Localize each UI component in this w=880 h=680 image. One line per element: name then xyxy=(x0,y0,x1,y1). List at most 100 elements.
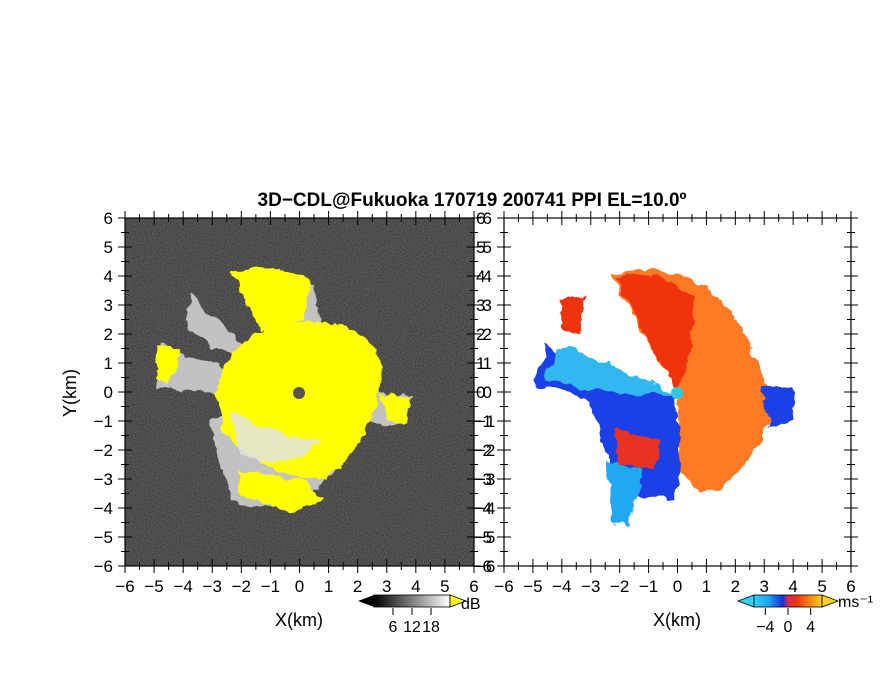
velocity-northwest-red-patch xyxy=(560,295,585,335)
y-tick-label-right: 3 xyxy=(476,296,485,315)
x-tick-label: 6 xyxy=(469,577,478,596)
x-tick-label: 6 xyxy=(846,577,855,596)
y-tick-label: 3 xyxy=(104,296,113,315)
velocity-axis-ticks xyxy=(497,211,858,573)
y-tick-label: 5 xyxy=(483,238,492,257)
y-tick-label: −6 xyxy=(94,557,113,576)
velocity-echo-field xyxy=(535,269,795,525)
y-tick-label-right: 5 xyxy=(476,238,485,257)
reflectivity-colorbar-ramp xyxy=(373,594,451,608)
echo-east-arm xyxy=(380,395,410,425)
reflectivity-colorbar-ticks: 6 12 18 xyxy=(389,608,440,636)
reflectivity-echo-field xyxy=(155,268,410,512)
y-tick-label: −5 xyxy=(94,528,113,547)
reflectivity-x-axis-label: X(km) xyxy=(275,610,323,630)
y-tick-label: −3 xyxy=(94,470,113,489)
velocity-near-zero-region xyxy=(545,345,677,395)
velocity-colorbar-over-arrow xyxy=(821,594,840,608)
reflectivity-y-tick-labels: −6 −6−5 −5−4 −4−3 −3−2 −2−1 −10 01 12 23 34 45 56 6−6… xyxy=(94,209,496,576)
x-tick-label: −1 xyxy=(639,577,658,596)
y-tick-label: 6 xyxy=(104,209,113,228)
y-tick-label-right: −6 xyxy=(476,557,495,576)
x-tick-label: −3 xyxy=(203,577,222,596)
y-tick-label: 6 xyxy=(483,209,492,228)
y-tick-label: 1 xyxy=(483,354,492,373)
chart-title: 3D−CDL@Fukuoka 170719 200741 PPI EL=10.0… xyxy=(258,190,687,211)
reflectivity-colorbar: 6 12 18 dB xyxy=(358,594,481,636)
y-tick-label: −3 xyxy=(473,470,492,489)
x-tick-label: 0 xyxy=(295,577,304,596)
x-tick-label: −2 xyxy=(232,577,251,596)
velocity-colorbar-ticks: −4 0 4 xyxy=(756,608,815,636)
reflectivity-colorbar-unit: dB xyxy=(461,596,481,613)
y-tick-label-right: 6 xyxy=(476,209,485,228)
y-tick-label-right: −3 xyxy=(476,470,495,489)
velocity-positive-east-lobe xyxy=(760,385,795,428)
y-tick-label: −1 xyxy=(473,412,492,431)
x-tick-label: 3 xyxy=(760,577,769,596)
y-tick-label: 2 xyxy=(104,325,113,344)
x-tick-label: −6 xyxy=(494,577,513,596)
colorbar-tick-label: −4 xyxy=(756,619,774,636)
y-tick-label: −2 xyxy=(94,441,113,460)
x-tick-label: 2 xyxy=(731,577,740,596)
reflectivity-y-axis-label: Y(km) xyxy=(60,369,80,417)
y-tick-label-right: −5 xyxy=(476,528,495,547)
colorbar-tick-label: 0 xyxy=(784,619,793,636)
x-tick-label: 2 xyxy=(353,577,362,596)
echo-south-arm xyxy=(238,470,325,512)
reflectivity-panel: −6 −5 −4 −3 −2 −1 0 1 2 3 4 5 6 −6 −6−5 −5−4 −4−3 −3−2 −2… xyxy=(60,209,495,630)
reflectivity-x-tick-labels: −6 −5 −4 −3 −2 −1 0 1 2 3 4 5 6 xyxy=(115,577,478,596)
x-tick-label: 5 xyxy=(817,577,826,596)
x-tick-label: 1 xyxy=(702,577,711,596)
y-tick-label: 5 xyxy=(104,238,113,257)
reflectivity-colorbar-under-arrow xyxy=(358,595,374,607)
echo-inner-gray xyxy=(230,410,320,463)
x-tick-label: 0 xyxy=(673,577,682,596)
colorbar-tick-label: 4 xyxy=(806,619,815,636)
x-tick-label: −5 xyxy=(144,577,163,596)
y-tick-label: −1 xyxy=(94,412,113,431)
colorbar-tick-label: 18 xyxy=(422,619,440,636)
velocity-south-red-patch xyxy=(615,430,660,470)
y-tick-label: 0 xyxy=(483,383,492,402)
radar-site-marker-velocity xyxy=(671,387,683,399)
velocity-panel: −6 −5 −4 −3 −2 −1 0 1 2 3 4 5 6 X(km) xyxy=(494,211,858,630)
y-tick-label-right: 4 xyxy=(476,267,485,286)
y-tick-label: −4 xyxy=(94,499,113,518)
y-tick-label-right: 1 xyxy=(476,354,485,373)
y-tick-label: 3 xyxy=(483,296,492,315)
velocity-positive-core xyxy=(615,274,695,393)
x-tick-label: −4 xyxy=(173,577,192,596)
x-tick-label: −6 xyxy=(115,577,134,596)
velocity-colorbar: −4 0 4 ms⁻¹ xyxy=(736,594,873,636)
velocity-x-tick-labels: −6 −5 −4 −3 −2 −1 0 1 2 3 4 5 6 xyxy=(494,577,855,596)
x-tick-label: −2 xyxy=(610,577,629,596)
velocity-colorbar-unit: ms⁻¹ xyxy=(838,594,873,611)
x-tick-label: −5 xyxy=(523,577,542,596)
velocity-x-axis-label: X(km) xyxy=(653,610,701,630)
y-tick-label-right: 0 xyxy=(476,383,485,402)
velocity-southwest-tail xyxy=(605,460,640,525)
y-tick-label: 0 xyxy=(104,383,113,402)
y-tick-label: 4 xyxy=(483,267,492,286)
y-tick-label-right: −2 xyxy=(476,441,495,460)
x-tick-label: −4 xyxy=(552,577,571,596)
y-tick-label: −5 xyxy=(473,528,492,547)
colorbar-tick-label: 6 xyxy=(389,619,398,636)
x-tick-label: 5 xyxy=(440,577,449,596)
y-tick-label-right: −4 xyxy=(476,499,495,518)
x-tick-label: −3 xyxy=(581,577,600,596)
y-tick-label-right: −1 xyxy=(476,412,495,431)
x-tick-label: 3 xyxy=(382,577,391,596)
x-tick-label: 1 xyxy=(324,577,333,596)
reflectivity-axis-ticks xyxy=(118,211,481,573)
y-tick-label: 1 xyxy=(104,354,113,373)
echo-west-arm xyxy=(155,345,180,385)
y-tick-label: −4 xyxy=(473,499,492,518)
y-tick-label-right: 2 xyxy=(476,325,485,344)
echo-north-arm xyxy=(232,268,312,330)
x-tick-label: −1 xyxy=(261,577,280,596)
y-tick-label: 2 xyxy=(483,325,492,344)
x-tick-label: 4 xyxy=(788,577,797,596)
